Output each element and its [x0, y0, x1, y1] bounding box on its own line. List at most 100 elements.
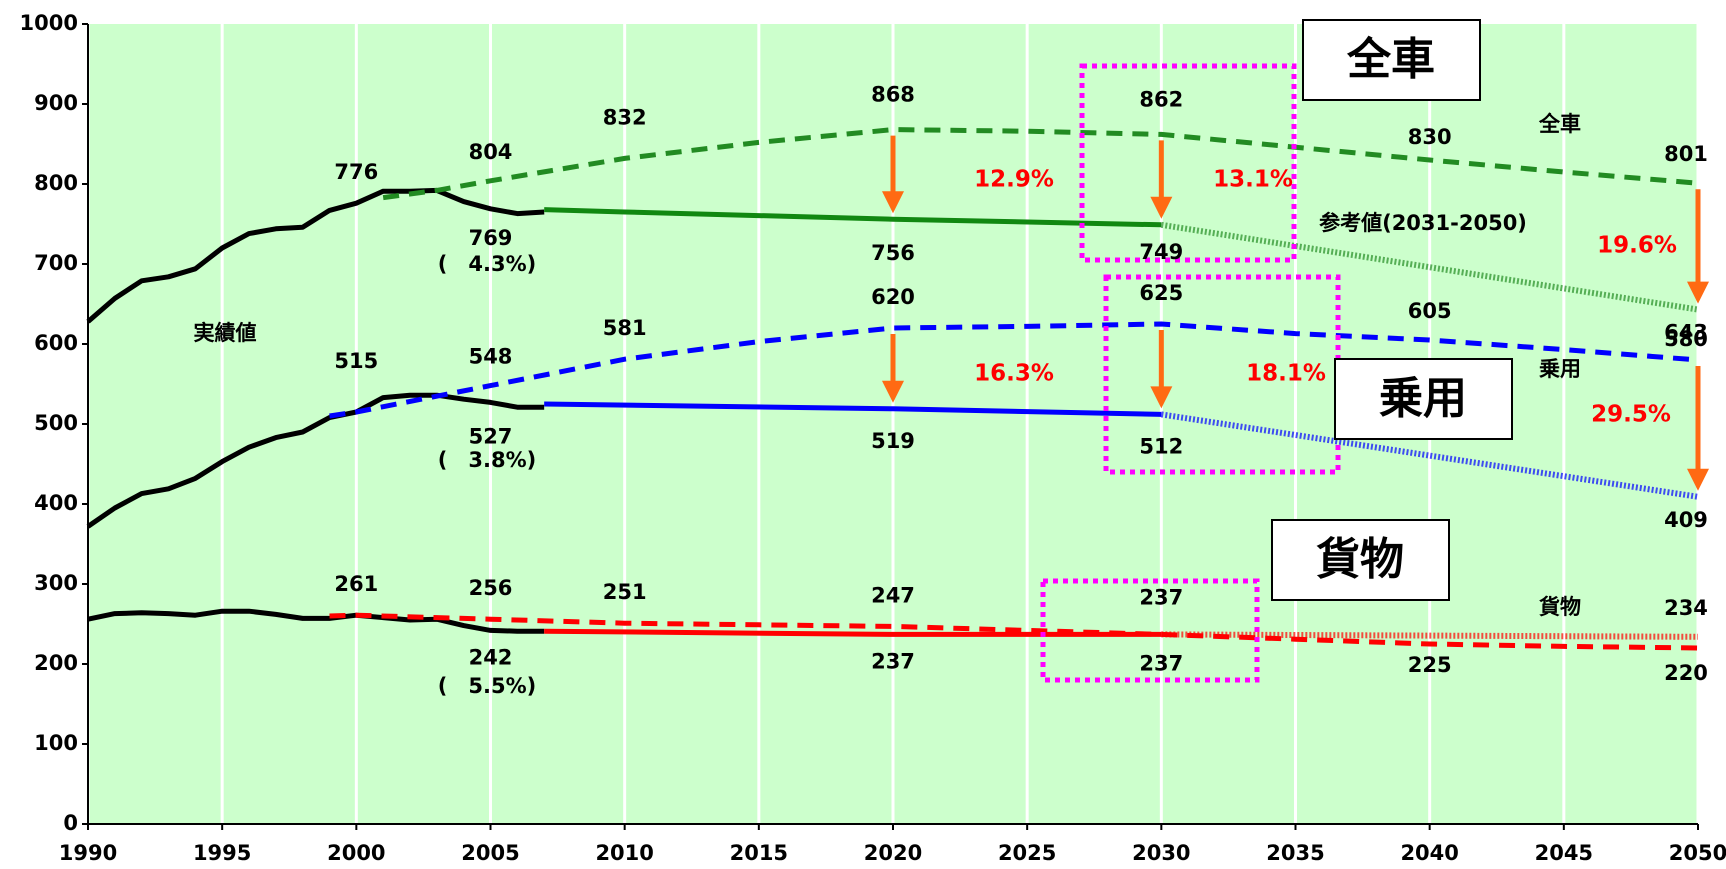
annotation: 貨物 — [1539, 595, 1581, 619]
data-label: 519 — [871, 429, 915, 453]
data-label: 225 — [1408, 653, 1452, 677]
data-label: 749 — [1139, 240, 1183, 264]
data-label: 256 — [469, 576, 513, 600]
annotation: ( 5.5%) — [438, 674, 536, 698]
data-label: 830 — [1408, 125, 1452, 149]
x-tick-label: 2000 — [327, 841, 385, 865]
data-label: 832 — [603, 105, 647, 129]
arrow-head — [1687, 281, 1709, 304]
x-tick-label: 2030 — [1132, 841, 1190, 865]
series-line — [544, 207, 1162, 228]
highlight-box — [1103, 274, 1341, 475]
y-tick-label: 200 — [34, 651, 78, 675]
y-tick-label: 900 — [34, 91, 78, 115]
series-line — [1160, 411, 1699, 500]
arrow-head — [1150, 386, 1173, 409]
series-line — [1160, 221, 1699, 313]
box-label: 全車 — [1346, 34, 1435, 85]
label-box — [1302, 19, 1481, 101]
data-label: 580 — [1664, 327, 1708, 351]
series-line — [544, 401, 1162, 417]
series-line — [86, 187, 545, 324]
annotation: 参考値(2031-2050) — [1319, 211, 1527, 235]
x-tick-label: 2045 — [1535, 841, 1593, 865]
data-label: 625 — [1139, 281, 1183, 305]
label-box — [1271, 519, 1450, 601]
annotation: ( 4.3%) — [438, 252, 536, 276]
data-label: 261 — [334, 572, 378, 596]
annotation: 実績値 — [194, 321, 257, 345]
y-tick-label: 700 — [34, 251, 78, 275]
box-label: 乗用 — [1379, 373, 1467, 424]
data-label: 237 — [1139, 585, 1183, 609]
x-tick-label: 2025 — [998, 841, 1056, 865]
series-line — [1161, 631, 1699, 640]
y-tick-label: 100 — [34, 731, 78, 755]
annotation: 乗用 — [1539, 357, 1581, 381]
annotation: 18.1% — [1246, 361, 1326, 387]
annotation: 12.9% — [974, 167, 1054, 193]
data-label: 234 — [1664, 596, 1708, 620]
data-label: 620 — [871, 285, 915, 309]
data-label: 756 — [871, 241, 915, 265]
y-tick-label: 600 — [34, 331, 78, 355]
annotation: 16.3% — [974, 361, 1054, 387]
data-label: 527 — [469, 424, 513, 448]
x-tick-label: 2050 — [1669, 841, 1726, 865]
series-line — [329, 612, 1699, 651]
data-label: 512 — [1139, 434, 1183, 458]
series-line — [382, 127, 1699, 201]
data-label: 237 — [871, 649, 915, 673]
data-label: 643 — [1664, 321, 1708, 345]
data-label: 605 — [1408, 299, 1452, 323]
series-line — [329, 321, 1699, 419]
data-label: 862 — [1139, 87, 1183, 111]
x-tick-label: 2035 — [1266, 841, 1324, 865]
annotation: ( 3.8%) — [438, 448, 536, 472]
x-tick-label: 2015 — [730, 841, 788, 865]
highlight-box — [1079, 63, 1297, 263]
arrow-head — [882, 191, 904, 214]
series-line — [544, 628, 1162, 637]
data-label: 237 — [1139, 651, 1183, 675]
x-tick-label: 2020 — [864, 841, 922, 865]
data-label: 801 — [1664, 142, 1708, 166]
annotation: 13.1% — [1213, 167, 1293, 193]
data-label: 242 — [469, 645, 513, 669]
series-line — [86, 392, 545, 529]
y-tick-label: 400 — [34, 491, 78, 515]
data-label: 409 — [1664, 508, 1708, 532]
y-tick-label: 0 — [63, 811, 78, 835]
annotation: 29.5% — [1591, 402, 1671, 428]
data-label: 804 — [469, 140, 513, 164]
data-label: 548 — [469, 345, 513, 369]
label-box — [1334, 358, 1513, 440]
x-tick-label: 1995 — [193, 841, 251, 865]
y-tick-label: 300 — [34, 571, 78, 595]
arrow-head — [1687, 468, 1709, 491]
data-label: 251 — [603, 580, 647, 604]
x-tick-label: 1990 — [59, 841, 117, 865]
arrow-head — [882, 380, 904, 403]
data-label: 247 — [871, 583, 915, 607]
data-label: 581 — [603, 316, 647, 340]
annotation: 全車 — [1538, 112, 1581, 136]
annotation: 19.6% — [1597, 233, 1677, 259]
box-label: 貨物 — [1316, 534, 1404, 585]
marks — [86, 127, 1699, 651]
data-label: 769 — [469, 226, 513, 250]
x-tick-label: 2040 — [1400, 841, 1458, 865]
x-tick-label: 2010 — [595, 841, 653, 865]
x-tick-label: 2005 — [461, 841, 519, 865]
data-label: 515 — [334, 349, 378, 373]
data-label: 776 — [334, 160, 378, 184]
y-tick-label: 800 — [34, 171, 78, 195]
y-tick-label: 1000 — [20, 11, 78, 35]
y-tick-label: 500 — [34, 411, 78, 435]
data-label: 220 — [1664, 661, 1708, 685]
series-line — [87, 608, 545, 634]
data-label: 868 — [871, 83, 915, 107]
highlight-box — [1040, 578, 1260, 683]
arrow-head — [1150, 196, 1173, 219]
